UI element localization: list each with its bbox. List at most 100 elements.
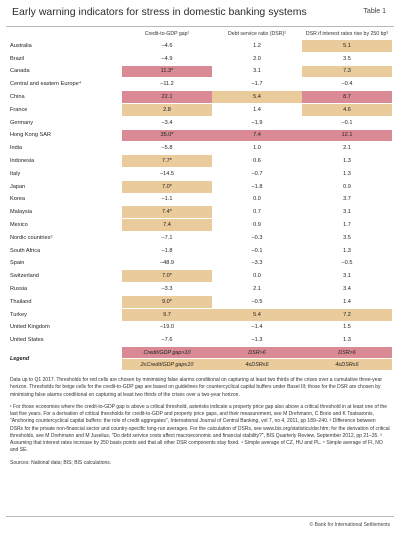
country-name: South Africa: [6, 244, 122, 258]
column-header-dsr-250bp: DSR if interest rates rise by 250 bp³: [305, 31, 389, 37]
dsr-250bp-cell: 1.3: [302, 154, 392, 168]
dsr-cell: –3.3: [212, 257, 302, 271]
copyright: © Bank for International Settlements: [309, 522, 390, 528]
legend-row-beige: 2≤Credit/GDP gap≤10 4≤DSR≤6 4≤DSR≤6: [6, 358, 392, 372]
dsr-cell: –1.9: [212, 116, 302, 130]
dsr-250bp-cell: 7.3: [302, 65, 392, 79]
legend-red-credit: Credit/GDP gap>10: [122, 346, 212, 360]
dsr-cell: 3.1: [212, 65, 302, 79]
credit-gap-cell: 9.0*: [122, 295, 212, 309]
dsr-250bp-cell: –0.5: [302, 257, 392, 271]
legend-red-dsr: DSR>6: [212, 346, 302, 360]
dsr-cell: 2.0: [212, 52, 302, 66]
country-name: Switzerland: [6, 269, 122, 284]
dsr-250bp-cell: 1.5: [302, 321, 392, 335]
dsr-250bp-cell: 1.4: [302, 295, 392, 309]
dsr-cell: –1.4: [212, 321, 302, 335]
country-name: Central and eastern Europe⁴: [6, 77, 122, 92]
dsr-cell: 7.4: [212, 129, 302, 143]
dsr-250bp-cell: 3.5: [302, 52, 392, 66]
dsr-cell: 5.4: [212, 90, 302, 104]
legend-beige-dsr: 4≤DSR≤6: [212, 358, 302, 372]
country-name: Italy: [6, 167, 122, 181]
credit-gap-cell: 9.7: [122, 308, 212, 322]
table-row: India –5.8 1.0 2.1: [6, 141, 392, 156]
table-row: Turkey 9.7 5.4 7.2: [6, 308, 392, 322]
country-name: Thailand: [6, 295, 122, 309]
country-name: Australia: [6, 39, 122, 53]
table-row: Nordic countries⁵ –7.1 –0.3 3.5: [6, 231, 392, 245]
dsr-cell: 2.1: [212, 282, 302, 296]
credit-gap-cell: –7.1: [122, 231, 212, 245]
legend-red-dsr250: DSR>6: [302, 346, 392, 360]
footnotes: ¹ For those economies where the credit-t…: [10, 403, 390, 454]
table-row: China 22.1 5.4 8.7: [6, 90, 392, 104]
legend-row-red: Legend Credit/GDP gap>10 DSR>6 DSR>6: [6, 346, 392, 372]
notes-intro: Data up to Q1 2017. Thresholds for red c…: [10, 377, 383, 398]
country-name: Indonesia: [6, 154, 122, 168]
dsr-250bp-cell: 1.3: [302, 333, 392, 348]
credit-gap-cell: 35.0*: [122, 129, 212, 143]
dsr-250bp-cell: 0.9: [302, 180, 392, 194]
column-header-credit-gap: Credit-to-GDP gap¹: [144, 31, 190, 37]
table-row: Japan 7.0* –1.8 0.9: [6, 180, 392, 194]
dsr-250bp-cell: 4.6: [302, 103, 392, 117]
country-name: Nordic countries⁵: [6, 231, 122, 245]
credit-gap-cell: –1.8: [122, 244, 212, 258]
table-row: France 2.8 1.4 4.6: [6, 103, 392, 117]
sources: Sources: National data; BIS; BIS calcula…: [10, 459, 112, 466]
header: Early warning indicators for stress in d…: [6, 0, 394, 27]
table-row: Malaysia 7.4* 0.7 3.1: [6, 205, 392, 220]
credit-gap-cell: –3.3: [122, 282, 212, 296]
credit-gap-cell: –7.6: [122, 333, 212, 348]
credit-gap-cell: –4.6: [122, 39, 212, 53]
dsr-cell: –0.7: [212, 167, 302, 181]
dsr-250bp-cell: 3.7: [302, 193, 392, 207]
credit-gap-cell: 11.3*: [122, 65, 212, 79]
country-name: Hong Kong SAR: [6, 129, 122, 143]
table-row: Brazil –4.9 2.0 3.5: [6, 52, 392, 66]
dsr-cell: 1.0: [212, 141, 302, 156]
dsr-cell: –0.5: [212, 295, 302, 309]
dsr-cell: –1.3: [212, 333, 302, 348]
dsr-cell: 0.6: [212, 154, 302, 168]
country-name: Mexico: [6, 218, 122, 232]
dsr-250bp-cell: 3.1: [302, 205, 392, 220]
bottom-divider: [6, 516, 394, 517]
legend-label: Legend: [6, 346, 122, 372]
dsr-cell: 5.4: [212, 308, 302, 322]
table-row: Germany –3.4 –1.9 –0.1: [6, 116, 392, 130]
country-name: United Kingdom: [6, 321, 122, 335]
header-row: Credit-to-GDP gap¹ Debt service ratio (D…: [6, 29, 392, 40]
dsr-cell: –0.1: [212, 244, 302, 258]
credit-gap-cell: –4.9: [122, 52, 212, 66]
table-row: Switzerland 7.0* 0.0 3.1: [6, 269, 392, 284]
table-row: Thailand 9.0* –0.5 1.4: [6, 295, 392, 309]
dsr-250bp-cell: 2.1: [302, 141, 392, 156]
dsr-250bp-cell: 5.1: [302, 39, 392, 53]
country-name: China: [6, 90, 122, 104]
dsr-250bp-cell: 8.7: [302, 90, 392, 104]
dsr-250bp-cell: 1.3: [302, 167, 392, 181]
table-number: Table 1: [363, 8, 386, 15]
country-name: Malaysia: [6, 205, 122, 220]
dsr-250bp-cell: 3.1: [302, 269, 392, 284]
dsr-250bp-cell: 3.4: [302, 282, 392, 296]
dsr-250bp-cell: 12.1: [302, 129, 392, 143]
table-row: Central and eastern Europe⁴ –11.2 –1.7 –0.4: [6, 77, 392, 92]
table-row: Italy –14.5 –0.7 1.3: [6, 167, 392, 181]
credit-gap-cell: –3.4: [122, 116, 212, 130]
table-row: United Kingdom –19.0 –1.4 1.5: [6, 321, 392, 335]
country-name: India: [6, 141, 122, 156]
dsr-250bp-cell: 3.5: [302, 231, 392, 245]
dsr-cell: –1.8: [212, 180, 302, 194]
legend-beige-credit: 2≤Credit/GDP gap≤10: [122, 358, 212, 372]
country-name: Russia: [6, 282, 122, 296]
table-row: Mexico 7.4 0.9 1.7: [6, 218, 392, 232]
credit-gap-cell: –11.2: [122, 77, 212, 92]
credit-gap-cell: –5.8: [122, 141, 212, 156]
dsr-250bp-cell: 1.7: [302, 218, 392, 232]
country-name: Spain: [6, 257, 122, 271]
table-row: Canada 11.3* 3.1 7.3: [6, 65, 392, 79]
